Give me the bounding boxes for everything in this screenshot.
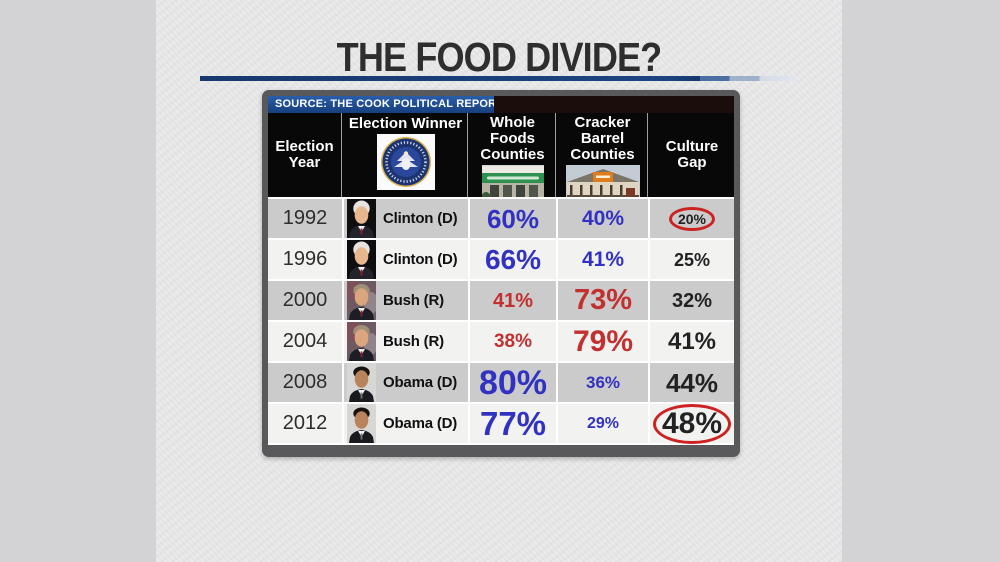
- election-winner-cell: Obama (D): [344, 363, 468, 402]
- title-underline: [200, 76, 795, 81]
- election-winner-cell: Obama (D): [344, 404, 468, 443]
- column-header-cracker-barrel: Cracker Barrel Counties: [558, 113, 648, 197]
- presidential-seal-image: [344, 134, 467, 190]
- header-line: Election Winner: [348, 115, 463, 132]
- election-winner-label: Bush (R): [383, 333, 444, 350]
- election-winner-cell: Bush (R): [344, 281, 468, 320]
- header-line: Whole Foods: [490, 114, 535, 147]
- obama-portrait-image: [347, 363, 376, 402]
- column-header-election-winner: Election Winner: [344, 113, 468, 197]
- culture-gap-cell-value: 25%: [673, 249, 711, 270]
- election-year-cell: 2004: [268, 322, 342, 361]
- cracker-barrel-pct-cell-value: 73%: [573, 284, 633, 316]
- election-winner-label: Bush (R): [383, 292, 444, 309]
- header-line: Gap: [677, 154, 707, 171]
- source-bar-filler: [494, 96, 734, 113]
- whole-foods-pct-cell: 80%: [470, 363, 556, 402]
- column-header-culture-gap: Culture Gap: [650, 113, 734, 197]
- whole-foods-pct-cell-value: 77%: [479, 405, 547, 442]
- source-label: SOURCE: THE COOK POLITICAL REPORT: [268, 96, 494, 113]
- whole-foods-pct-cell-value: 41%: [492, 289, 534, 312]
- election-winner-cell: Clinton (D): [344, 199, 468, 238]
- election-year-cell: 1996: [268, 240, 342, 279]
- table-panel: SOURCE: THE COOK POLITICAL REPORT Electi…: [262, 90, 740, 457]
- column-header-whole-foods: Whole Foods Counties: [470, 113, 556, 197]
- cracker-barrel-pct-cell-value: 40%: [581, 207, 625, 230]
- cracker-barrel-storefront-image: [558, 165, 647, 197]
- source-row: SOURCE: THE COOK POLITICAL REPORT: [268, 96, 734, 113]
- clinton-portrait-image: [347, 199, 376, 238]
- whole-foods-pct-cell: 60%: [470, 199, 556, 238]
- cracker-barrel-pct-cell: 73%: [558, 281, 648, 320]
- election-winner-cell: Bush (R): [344, 322, 468, 361]
- culture-gap-cell-value: 44%: [665, 367, 719, 398]
- slide-background: THE FOOD DIVIDE? SOURCE: THE COOK POLITI…: [156, 0, 842, 562]
- cracker-barrel-pct-cell: 29%: [558, 404, 648, 443]
- table-row: 1992 Clinton (D) 60% 40% 20%: [268, 199, 734, 238]
- cracker-barrel-pct-cell: 79%: [558, 322, 648, 361]
- table-row: 1996 Clinton (D) 66% 41% 25%: [268, 240, 734, 279]
- bush-portrait-image: [347, 281, 376, 320]
- whole-foods-pct-cell-value: 60%: [486, 203, 540, 234]
- whole-foods-pct-cell-value: 80%: [478, 363, 548, 402]
- election-winner-label: Clinton (D): [383, 210, 458, 227]
- cracker-barrel-pct-cell-value: 79%: [572, 324, 634, 358]
- left-pillarbox: [0, 0, 156, 562]
- whole-foods-pct-cell: 41%: [470, 281, 556, 320]
- cracker-barrel-pct-cell-value: 41%: [581, 248, 625, 271]
- election-year-cell: 2012: [268, 404, 342, 443]
- table-row: 2012 Obama (D) 77% 29% 48%: [268, 403, 734, 444]
- culture-gap-cell: 44%: [650, 363, 734, 402]
- culture-gap-cell: 32%: [650, 281, 734, 320]
- table-row: 2004 Bush (R) 38% 79% 41%: [268, 322, 734, 361]
- page-title: THE FOOD DIVIDE?: [336, 34, 663, 80]
- election-winner-label: Clinton (D): [383, 251, 458, 268]
- culture-gap-cell: 25%: [650, 240, 734, 279]
- cracker-barrel-pct-cell-value: 36%: [585, 373, 621, 392]
- whole-foods-pct-cell: 77%: [470, 404, 556, 443]
- election-winner-label: Obama (D): [383, 415, 458, 432]
- whole-foods-pct-cell-value: 66%: [484, 243, 542, 275]
- column-header-election-year: Election Year: [268, 113, 342, 197]
- clinton-portrait-image: [347, 240, 376, 279]
- cracker-barrel-pct-cell-value: 29%: [586, 414, 620, 432]
- table-header: Election Year Election Winner: [268, 113, 734, 197]
- whole-foods-storefront-image: [470, 165, 555, 197]
- election-winner-cell: Clinton (D): [344, 240, 468, 279]
- header-line: Election: [275, 138, 334, 155]
- election-winner-label: Obama (D): [383, 374, 458, 391]
- whole-foods-pct-cell: 38%: [470, 322, 556, 361]
- whole-foods-pct-cell: 66%: [470, 240, 556, 279]
- header-line: Counties: [570, 146, 635, 163]
- culture-gap-cell: 41%: [650, 322, 734, 361]
- election-year-cell: 2008: [268, 363, 342, 402]
- culture-gap-cell-value: 41%: [667, 327, 717, 355]
- table-row: 2000 Bush (R) 41% 73% 32%: [268, 281, 734, 320]
- right-pillarbox: [842, 0, 1000, 562]
- cracker-barrel-pct-cell: 40%: [558, 199, 648, 238]
- table-row: 2008 Obama (D) 80% 36% 44%: [268, 363, 734, 402]
- culture-gap-cell-value: 20%: [668, 206, 716, 231]
- cracker-barrel-pct-cell: 36%: [558, 363, 648, 402]
- header-line: Year: [288, 154, 321, 171]
- obama-portrait-image: [347, 404, 376, 443]
- election-year-cell: 1992: [268, 199, 342, 238]
- table-body: 1992 Clinton (D) 60% 40% 20% 1996 Clinton (D) 6…: [268, 197, 734, 445]
- header-line: Cracker Barrel: [574, 114, 631, 147]
- culture-gap-cell: 48%: [650, 403, 734, 444]
- whole-foods-pct-cell-value: 38%: [493, 331, 533, 352]
- culture-gap-cell-value: 32%: [671, 289, 713, 312]
- culture-gap-cell-value: 48%: [652, 403, 732, 444]
- bush-portrait-image: [347, 322, 376, 361]
- culture-gap-cell: 20%: [650, 199, 734, 238]
- header-line: Culture: [665, 138, 719, 155]
- election-year-cell: 2000: [268, 281, 342, 320]
- header-line: Counties: [480, 146, 545, 163]
- cracker-barrel-pct-cell: 41%: [558, 240, 648, 279]
